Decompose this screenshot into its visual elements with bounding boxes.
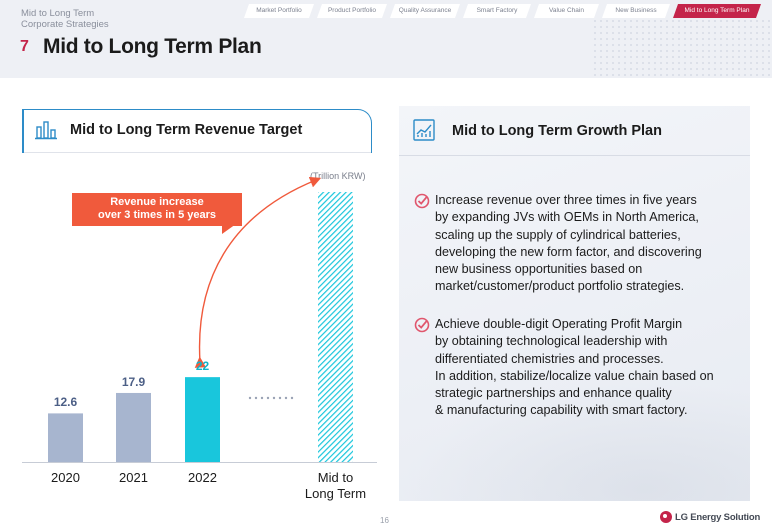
tab-product-portfolio[interactable]: Product Portfolio: [317, 4, 387, 18]
growth-plan-title: Mid to Long Term Growth Plan: [452, 123, 662, 139]
bullet-line: differentiated chemistries and processes…: [435, 351, 664, 366]
growth-plan-panel: [399, 106, 750, 501]
section-label-line2: Corporate Strategies: [21, 19, 109, 30]
bar-chart-icon: [35, 121, 57, 140]
tab-mid-to-long-term-plan[interactable]: Mid to Long Term Plan: [673, 4, 761, 18]
bullet-line: developing the new form factor, and disc…: [435, 244, 702, 259]
section-label: Mid to Long Term Corporate Strategies: [21, 8, 109, 30]
revenue-panel-title: Mid to Long Term Revenue Target: [70, 122, 303, 138]
header-dot-pattern: [592, 18, 772, 76]
revenue-panel-header: [22, 109, 372, 153]
x-axis-label: Mid to Long Term: [304, 470, 367, 501]
check-circle-icon: [414, 193, 430, 209]
brand-name: LG Energy Solution: [675, 511, 761, 523]
x-axis-label: 2021: [119, 470, 148, 485]
continuation-dots: [248, 396, 294, 400]
x-axis-label: 2022: [188, 470, 217, 485]
bar-2022: [185, 377, 220, 462]
growth-bullet-profit: Achieve double-digit Operating Profit Ma…: [414, 316, 734, 420]
brand-logo: LG Energy Solution: [660, 511, 760, 523]
growth-chart-icon: [413, 119, 435, 141]
tab-market-portfolio[interactable]: Market Portfolio: [244, 4, 314, 18]
bullet-line: by obtaining technological leadership wi…: [435, 334, 668, 349]
continuation-dot: [284, 396, 288, 400]
bullet-line: & manufacturing capability with smart fa…: [435, 403, 688, 418]
continuation-dot: [254, 396, 258, 400]
continuation-dot: [260, 396, 264, 400]
chart-unit-label: (Trillion KRW): [310, 171, 366, 181]
tab-new-business[interactable]: New Business: [602, 4, 670, 18]
revenue-panel-frame: [22, 109, 372, 153]
growth-bullet-revenue: Increase revenue over three times in fiv…: [414, 192, 734, 296]
bullet-line: scaling up the supply of cylindrical bat…: [435, 227, 681, 242]
x-axis-label: 2020: [51, 470, 80, 485]
bullet-text: Achieve double-digit Operating Profit Ma…: [435, 316, 714, 420]
page-number: 7: [20, 38, 29, 55]
bullet-line: by expanding JVs with OEMs in North Amer…: [435, 210, 699, 225]
bullet-line: Increase revenue over three times in fiv…: [435, 193, 697, 207]
section-label-line1: Mid to Long Term: [21, 8, 95, 19]
bar-value-label: 12.6: [53, 395, 78, 410]
bullet-line: new business opportunities based on: [435, 262, 643, 277]
bullet-line: In addition, stabilize/localize value ch…: [435, 368, 714, 383]
growth-plan-header: [399, 106, 750, 156]
tab-value-chain[interactable]: Value Chain: [534, 4, 599, 18]
callout-line2: over 3 times in 5 years: [97, 209, 216, 221]
continuation-dot: [272, 396, 276, 400]
bar-2021: [116, 392, 151, 462]
revenue-callout: Revenue increase over 3 times in 5 years: [72, 193, 242, 226]
check-circle-icon: [414, 317, 430, 333]
bullet-text: Increase revenue over three times in fiv…: [435, 192, 702, 296]
callout-line1: Revenue increase: [110, 196, 204, 208]
tab-smart-factory[interactable]: Smart Factory: [463, 4, 531, 18]
revenue-panel-accent-bar: [22, 109, 24, 153]
footer-page-number: 16: [380, 516, 389, 525]
tab-quality-assurance[interactable]: Quality Assurance: [390, 4, 460, 18]
bar-value-label: 17.9: [121, 374, 146, 389]
page-title: Mid to Long Term Plan: [43, 35, 262, 58]
bar-value-label: 22: [195, 359, 210, 374]
bar-mid-to-long-term: [318, 192, 353, 462]
bullet-line: Achieve double-digit Operating Profit Ma…: [435, 317, 683, 331]
callout-tail: [222, 224, 236, 234]
continuation-dot: [248, 396, 252, 400]
continuation-dot: [266, 396, 270, 400]
bullet-line: market/customer/product portfolio strate…: [435, 279, 685, 294]
continuation-dot: [278, 396, 282, 400]
section-tabs: Market Portfolio Product Portfolio Quali…: [244, 4, 764, 18]
bar-2020: [48, 413, 83, 462]
lg-logo-icon: [660, 511, 672, 523]
continuation-dot: [290, 396, 294, 400]
bullet-line: strategic partnerships and enhance quali…: [435, 386, 672, 401]
chart-baseline: [22, 462, 377, 463]
